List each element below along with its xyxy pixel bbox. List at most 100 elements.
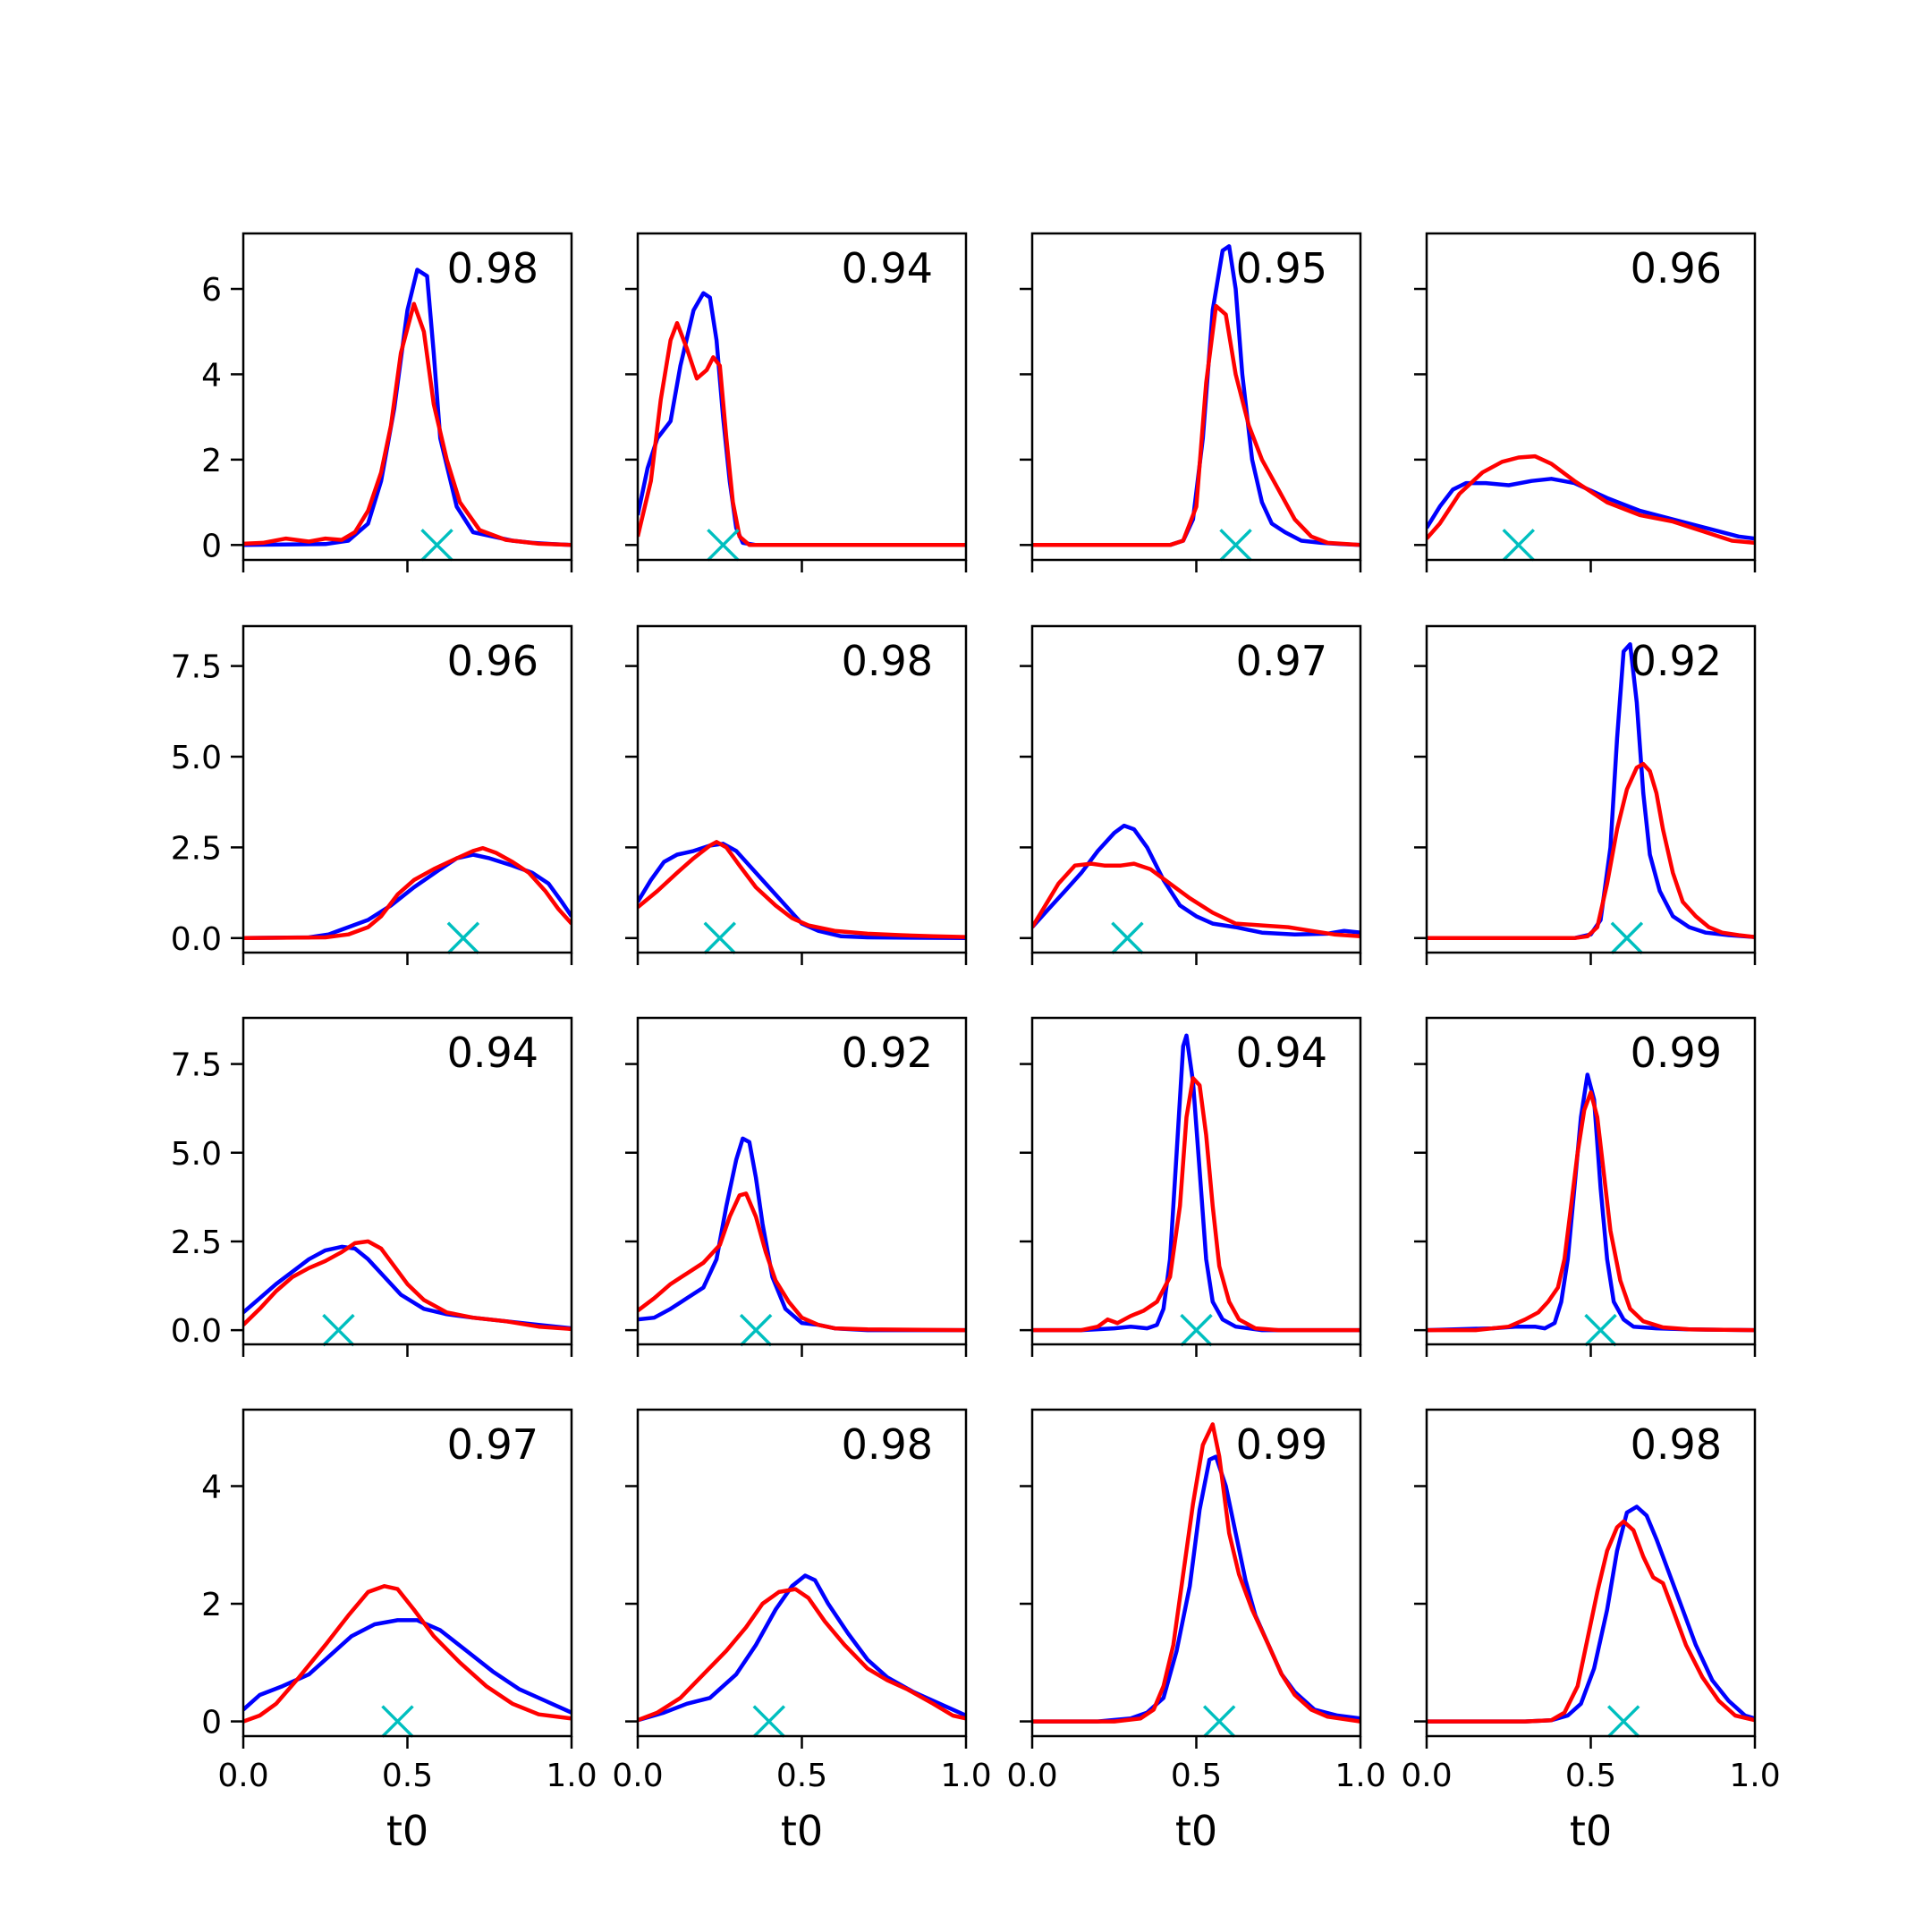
y-tick-label: 2.5 <box>171 1224 222 1261</box>
panel-r1-c1: 0.98 0 2 4 6 <box>201 232 573 572</box>
x-marker <box>703 921 736 955</box>
y-tick-label: 7.5 <box>171 1047 222 1084</box>
x-axis-label: t0 <box>1570 1807 1612 1855</box>
x-marker <box>381 1705 414 1738</box>
y-tick-label: 4 <box>201 1469 222 1505</box>
panel-r3-c4: 0.99 <box>1414 1016 1757 1357</box>
blue-series-line <box>243 1244 572 1331</box>
blue-series-line <box>638 291 966 547</box>
panel-annotation: 0.97 <box>447 1420 538 1469</box>
x-marker <box>707 529 740 562</box>
red-series-line <box>638 1191 966 1333</box>
y-tick-label: 0 <box>201 1705 222 1741</box>
blue-series-line <box>1032 1033 1360 1333</box>
y-tick-label: 5.0 <box>171 740 222 776</box>
panel-annotation: 0.98 <box>447 244 538 292</box>
x-tick-label: 0.5 <box>1565 1758 1616 1794</box>
panel-annotation: 0.98 <box>842 637 933 685</box>
panel-annotation: 0.99 <box>1631 1029 1722 1077</box>
y-tick-label: 2 <box>201 443 222 479</box>
x-tick-label: 1.0 <box>1729 1758 1780 1794</box>
x-marker <box>739 1313 773 1347</box>
x-marker <box>1180 1313 1213 1347</box>
panel-r4-c1: 0.97 0.0 0.5 1.0 t0 0 2 4 <box>201 1408 597 1855</box>
x-marker <box>752 1705 786 1738</box>
x-marker <box>1202 1705 1236 1738</box>
x-tick-label: 0.5 <box>382 1758 433 1794</box>
y-tick-label: 0 <box>201 528 222 564</box>
panel-r1-c4: 0.96 <box>1414 232 1757 572</box>
y-tick-label: 4 <box>201 357 222 394</box>
panel-annotation: 0.96 <box>447 637 538 685</box>
x-tick-label: 0.0 <box>1401 1758 1452 1794</box>
y-tick-label: 0.0 <box>171 1313 222 1350</box>
panel-r2-c4: 0.92 <box>1414 624 1757 965</box>
red-series-line <box>1427 453 1755 546</box>
panel-annotation: 0.97 <box>1236 637 1327 685</box>
y-tick-label: 7.5 <box>171 649 222 686</box>
y-tick-label: 2 <box>201 1587 222 1623</box>
blue-series-line <box>243 1618 572 1715</box>
panel-annotation: 0.98 <box>842 1420 933 1469</box>
panel-grid: 0.98 0 2 4 6 0.94 0.95 0.96 0.96 0.0 2.5 5.0 7.5 0.98… <box>171 232 1781 1855</box>
x-marker <box>420 529 453 562</box>
x-tick-label: 1.0 <box>546 1758 597 1794</box>
panel-annotation: 0.94 <box>447 1029 538 1077</box>
x-marker <box>1111 921 1144 955</box>
blue-series-line <box>1427 477 1755 541</box>
panel-r2-c1: 0.96 0.0 2.5 5.0 7.5 <box>171 624 573 965</box>
y-tick-label: 5.0 <box>171 1136 222 1173</box>
panel-r2-c2: 0.98 <box>625 624 968 965</box>
y-tick-label: 2.5 <box>171 830 222 867</box>
panel-annotation: 0.99 <box>1236 1420 1327 1469</box>
red-series-line <box>1427 1519 1755 1724</box>
x-marker <box>1606 1705 1640 1738</box>
blue-series-line <box>1032 1454 1360 1724</box>
panel-annotation: 0.98 <box>1631 1420 1722 1469</box>
x-marker <box>1502 529 1535 562</box>
panel-r2-c3: 0.97 <box>1020 624 1362 965</box>
panel-r4-c2: 0.98 0.0 0.5 1.0 t0 <box>612 1408 992 1855</box>
blue-series-line <box>243 267 572 547</box>
red-series-line <box>1032 303 1360 547</box>
x-marker <box>1219 529 1252 562</box>
blue-series-line <box>1427 642 1755 941</box>
red-series-line <box>243 1584 572 1724</box>
x-marker <box>446 921 480 955</box>
blue-series-line <box>1427 1504 1755 1724</box>
red-series-line <box>1032 1422 1360 1724</box>
panel-annotation: 0.94 <box>842 244 933 292</box>
blue-series-line <box>638 842 966 941</box>
blue-series-line <box>638 1573 966 1723</box>
x-marker <box>322 1313 355 1347</box>
x-tick-label: 0.0 <box>217 1758 268 1794</box>
red-series-line <box>243 301 572 547</box>
x-tick-label: 0.0 <box>1006 1758 1057 1794</box>
x-tick-label: 1.0 <box>1335 1758 1385 1794</box>
x-axis-label: t0 <box>386 1807 428 1855</box>
panel-r1-c2: 0.94 <box>625 232 968 572</box>
panel-annotation: 0.92 <box>842 1029 933 1077</box>
x-tick-label: 1.0 <box>940 1758 991 1794</box>
red-series-line <box>1427 761 1755 941</box>
x-tick-label: 0.0 <box>612 1758 663 1794</box>
red-series-line <box>638 840 966 939</box>
x-tick-label: 0.5 <box>776 1758 827 1794</box>
panel-annotation: 0.92 <box>1631 637 1722 685</box>
panel-r3-c2: 0.92 <box>625 1016 968 1357</box>
y-tick-label: 6 <box>201 272 222 309</box>
red-series-line <box>1032 1076 1360 1333</box>
x-tick-label: 0.5 <box>1171 1758 1222 1794</box>
panel-r4-c4: 0.98 0.0 0.5 1.0 t0 <box>1401 1408 1781 1855</box>
x-marker <box>1610 921 1644 955</box>
red-series-line <box>638 320 966 547</box>
blue-series-line <box>638 1136 966 1333</box>
red-series-line <box>1427 1090 1755 1333</box>
red-series-line <box>243 845 572 941</box>
panel-annotation: 0.94 <box>1236 1029 1327 1077</box>
blue-series-line <box>1032 823 1360 936</box>
y-tick-label: 0.0 <box>171 921 222 958</box>
red-series-line <box>243 1239 572 1332</box>
x-marker <box>1584 1313 1617 1347</box>
